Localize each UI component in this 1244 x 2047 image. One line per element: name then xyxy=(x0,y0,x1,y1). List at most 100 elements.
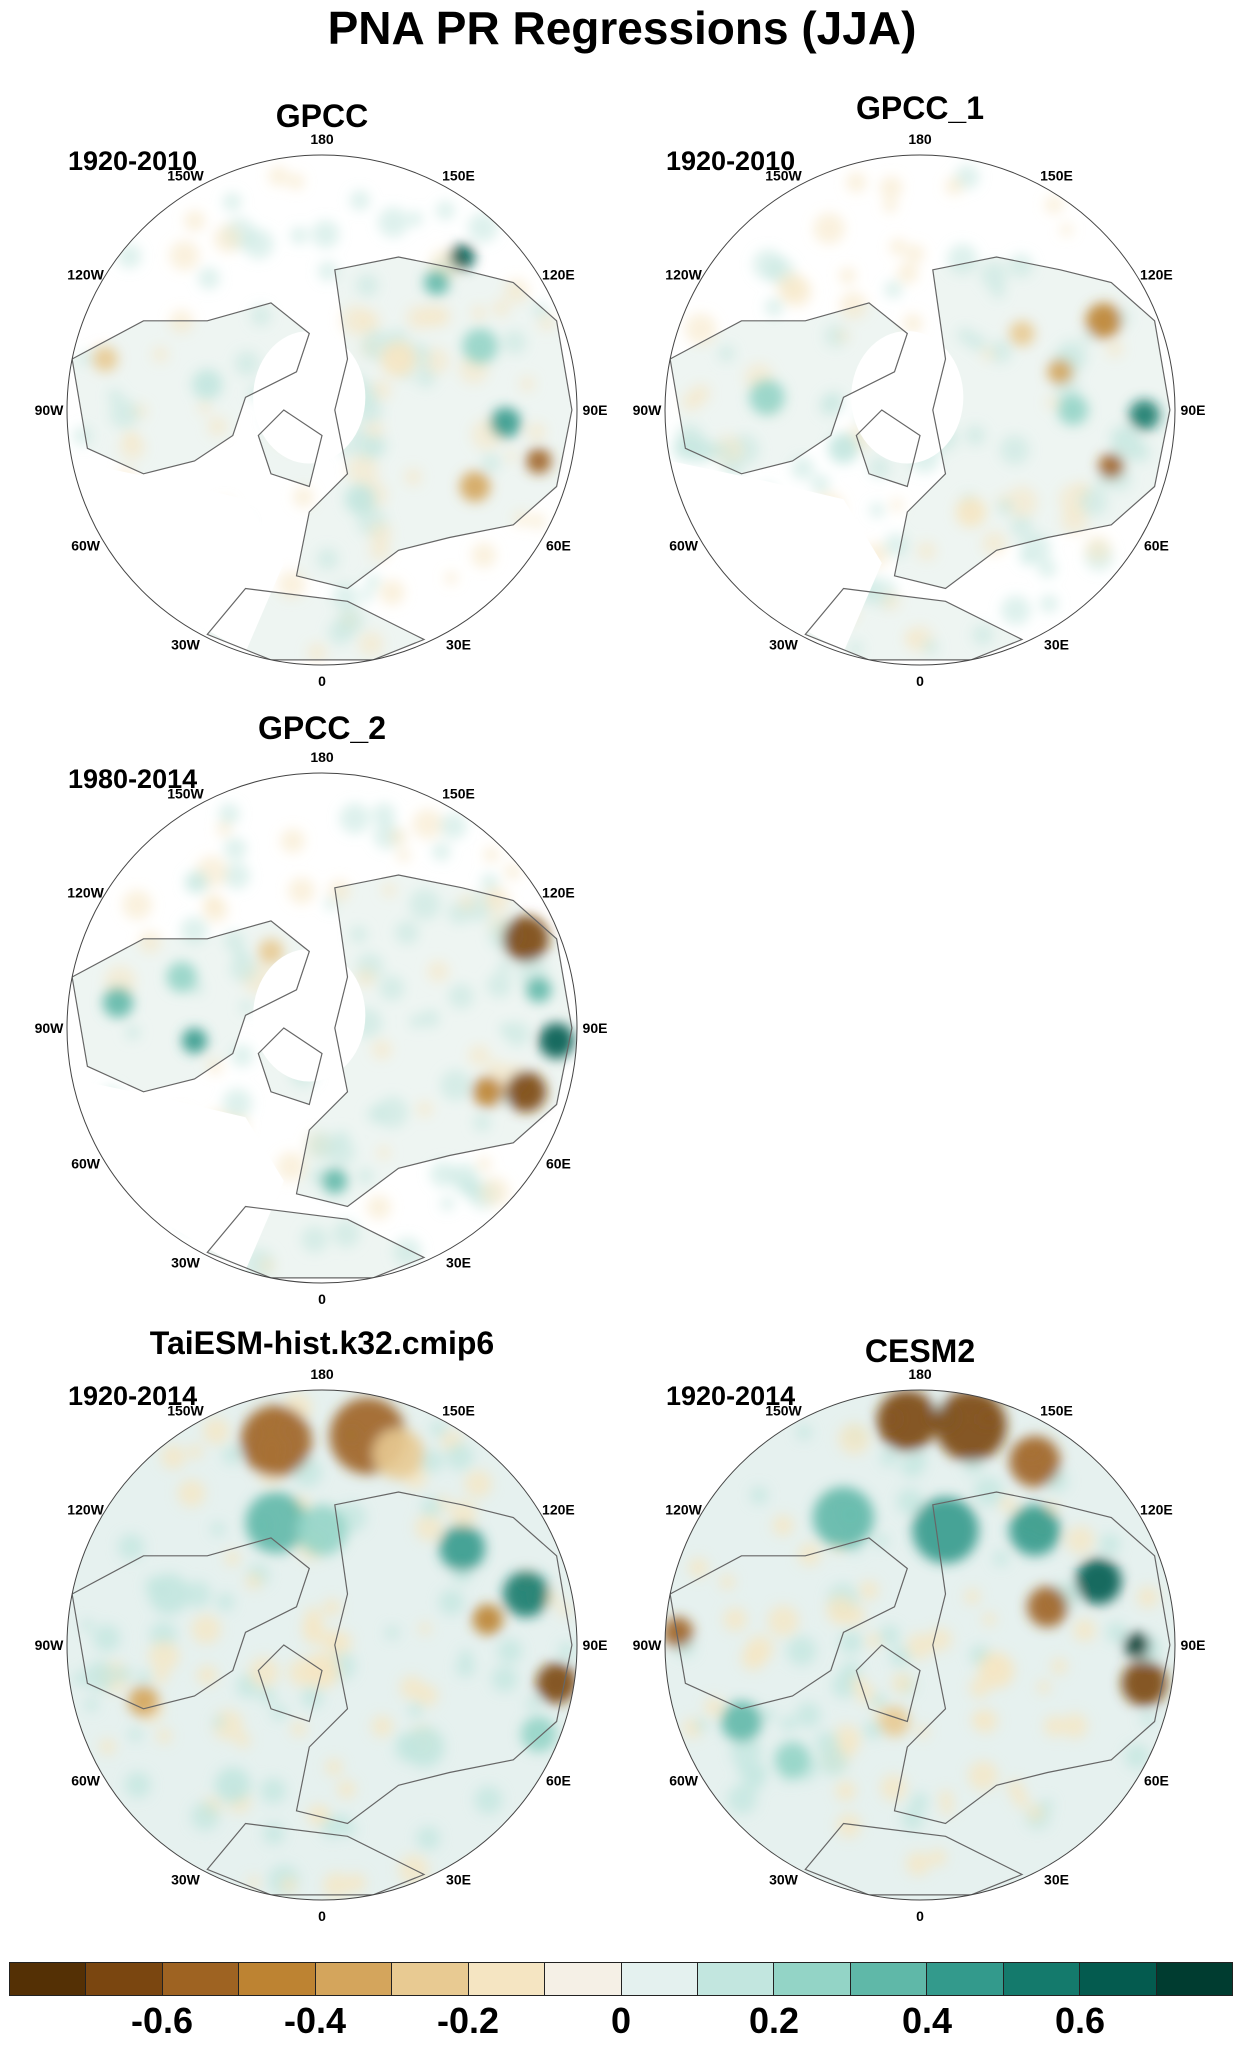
anomaly-speckle xyxy=(855,1683,876,1704)
anomaly-speckle xyxy=(378,207,409,238)
map-panel-gpcc-2: GPCC_2 1980-2014 180 150E 120E 90E 60E 30E 0 30… xyxy=(22,708,622,1308)
anomaly-blob xyxy=(955,496,987,528)
anomaly-speckle xyxy=(72,1671,87,1687)
anomaly-speckle xyxy=(357,1167,374,1185)
anomaly-speckle xyxy=(445,1443,474,1471)
longitude-label: 60E xyxy=(546,1773,571,1789)
colorbar-box xyxy=(697,1963,775,1995)
anomaly-speckle xyxy=(880,1449,898,1467)
anomaly-speckle xyxy=(764,297,784,317)
polar-map: 180 150E 120E 90E 60E 30E 0 30W 60W 90W 120W 150W xyxy=(35,749,608,1307)
anomaly-speckle xyxy=(973,1476,1004,1507)
anomaly-blob xyxy=(536,1662,577,1704)
anomaly-speckle xyxy=(183,1580,211,1608)
colorbar-tick-label: -0.4 xyxy=(283,2000,347,2041)
anomaly-blob xyxy=(1124,1632,1150,1658)
longitude-label: 0 xyxy=(318,1908,326,1924)
colorbar xyxy=(9,1962,1233,1996)
colorbar-box xyxy=(1156,1963,1232,1995)
anomaly-speckle xyxy=(318,261,338,282)
colorbar-box xyxy=(468,1963,546,1995)
anomaly-speckle xyxy=(746,1634,774,1663)
anomaly-speckle xyxy=(964,425,986,446)
anomaly-blob xyxy=(538,1022,575,1059)
anomaly-speckle xyxy=(409,888,441,921)
longitude-label: 60E xyxy=(546,1156,571,1172)
panel-title: CESM2 xyxy=(864,1333,976,1369)
longitude-label: 150W xyxy=(167,785,204,801)
anomaly-speckle xyxy=(529,513,546,530)
longitude-label: 30E xyxy=(446,637,471,653)
anomaly-speckle xyxy=(250,305,271,326)
map-field xyxy=(67,155,577,665)
anomaly-speckle xyxy=(915,1452,928,1465)
anomaly-blob xyxy=(191,369,223,400)
anomaly-speckle xyxy=(502,330,527,355)
anomaly-speckle xyxy=(336,607,365,636)
anomaly-speckle xyxy=(505,450,518,463)
anomaly-speckle xyxy=(271,1704,287,1721)
anomaly-speckle xyxy=(419,1449,444,1474)
longitude-label: 120W xyxy=(665,267,702,283)
anomaly-speckle xyxy=(869,502,885,518)
anomaly-speckle xyxy=(1111,429,1143,461)
anomaly-speckle xyxy=(836,329,850,342)
anomaly-speckle xyxy=(316,548,339,570)
colorbar-box xyxy=(86,1963,163,1995)
anomaly-blob xyxy=(935,1390,1007,1462)
anomaly-speckle xyxy=(944,177,963,196)
longitude-label: 180 xyxy=(310,131,334,147)
anomaly-speckle xyxy=(303,1621,328,1646)
anomaly-blob xyxy=(403,1726,445,1768)
anomaly-blob xyxy=(1085,302,1122,339)
colorbar-tick-label: 0.6 xyxy=(1054,2000,1106,2041)
longitude-label: 150E xyxy=(1040,1402,1073,1418)
anomaly-speckle xyxy=(519,376,536,392)
anomaly-speckle xyxy=(440,1196,455,1211)
anomaly-blob xyxy=(449,244,475,270)
longitude-label: 30W xyxy=(769,637,799,653)
longitude-label: 150E xyxy=(442,1402,475,1418)
anomaly-speckle xyxy=(483,886,511,914)
anomaly-speckle xyxy=(360,589,374,603)
anomaly-blob xyxy=(424,269,450,296)
anomaly-speckle xyxy=(1060,506,1089,535)
anomaly-speckle xyxy=(84,1660,116,1692)
anomaly-speckle xyxy=(222,1088,253,1119)
coastline xyxy=(893,1491,1171,1825)
anomaly-speckle xyxy=(324,897,338,911)
anomaly-speckle xyxy=(917,541,937,561)
anomaly-speckle xyxy=(767,1605,799,1637)
anomaly-speckle xyxy=(268,166,289,187)
anomaly-speckle xyxy=(448,983,474,1009)
anomaly-speckle xyxy=(972,624,994,646)
anomaly-speckle xyxy=(420,1496,442,1518)
anomaly-blob xyxy=(490,407,521,439)
anomaly-speckle xyxy=(197,1664,218,1686)
longitude-label: 120E xyxy=(542,267,575,283)
anomaly-speckle xyxy=(838,1630,863,1655)
anomaly-speckle xyxy=(902,313,923,334)
anomaly-speckle xyxy=(207,416,228,437)
anomaly-speckle xyxy=(486,1059,507,1080)
longitude-label: 60E xyxy=(1144,1773,1169,1789)
anomaly-speckle xyxy=(1001,595,1031,626)
anomaly-speckle xyxy=(378,975,405,1001)
anomaly-speckle xyxy=(369,540,391,561)
anomaly-speckle xyxy=(859,1580,879,1601)
anomaly-speckle xyxy=(169,240,200,271)
anomaly-speckle xyxy=(988,339,1012,364)
anomaly-speckle xyxy=(440,812,467,840)
anomaly-speckle xyxy=(971,1712,986,1727)
anomaly-speckle xyxy=(350,925,368,944)
longitude-label: 90E xyxy=(1181,1637,1206,1653)
anomaly-speckle xyxy=(874,1533,889,1549)
anomaly-speckle xyxy=(690,383,711,404)
anomaly-blob xyxy=(459,471,491,502)
anomaly-speckle xyxy=(882,592,900,611)
anomaly-speckle xyxy=(184,872,206,893)
anomaly-speckle xyxy=(216,1593,235,1611)
anomaly-speckle xyxy=(1037,558,1057,578)
anomaly-speckle xyxy=(412,808,443,840)
longitude-label: 150E xyxy=(442,785,475,801)
